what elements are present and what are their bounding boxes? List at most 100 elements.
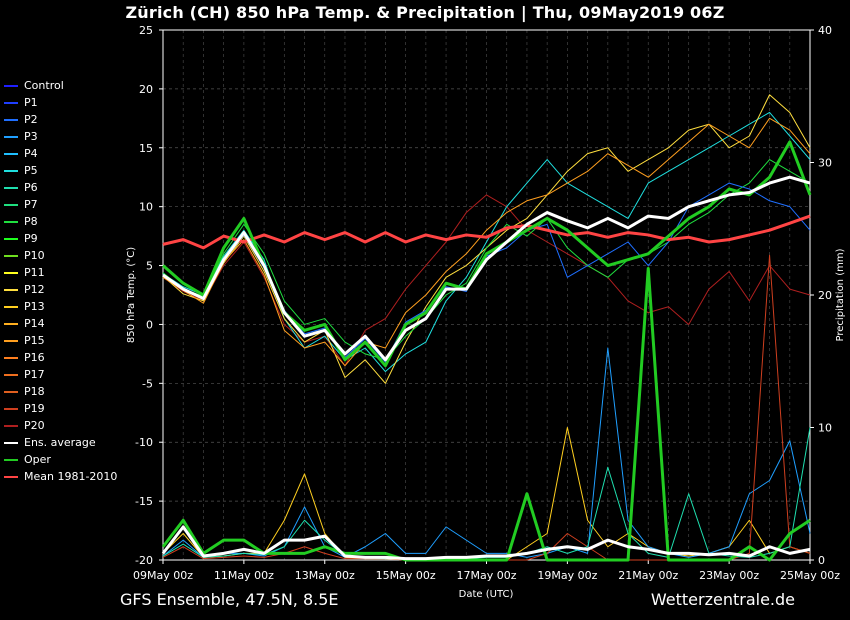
legend-swatch [4,305,18,308]
legend-swatch [4,101,18,104]
legend-item: P19 [4,400,117,417]
legend-label: P1 [24,96,38,109]
series-line [162,194,811,367]
legend-item: P8 [4,213,117,230]
legend-item: P18 [4,383,117,400]
legend-label: P8 [24,215,38,228]
series-line [162,159,811,361]
legend-swatch [4,186,18,189]
legend-swatch [4,288,18,291]
legend-swatch [4,271,18,274]
legend-item: P2 [4,111,117,128]
legend-item: Oper [4,451,117,468]
legend-item: P7 [4,196,117,213]
y-tick-label: -5 [142,377,153,390]
x-tick-label: 23May 00z [699,569,759,582]
legend-item: P6 [4,179,117,196]
x-tick-label: 11May 00z [214,569,274,582]
legend-swatch [4,390,18,393]
x-tick-label: 19May 00z [537,569,597,582]
legend-item: P10 [4,247,117,264]
legend-label: P6 [24,181,38,194]
legend-label: P13 [24,300,45,313]
series-line [161,267,811,562]
y-axis-label: 850 hPa Temp. (°C) [126,247,137,343]
chart-title: Zürich (CH) 850 hPa Temp. & Precipitatio… [125,3,725,22]
x-tick-label: 09May 00z [133,569,193,582]
legend-label: P16 [24,351,45,364]
series-line [161,525,811,561]
y2-axis-label: Precipitation (mm) [835,248,846,341]
legend-item: P12 [4,281,117,298]
legend-label: P14 [24,317,45,330]
x-tick-label: 13May 00z [295,569,355,582]
y-tick-label: 15 [139,142,153,155]
legend-label: Ens. average [24,436,96,449]
legend-swatch [4,424,18,427]
legend-label: P3 [24,130,38,143]
x-tick-label: 15May 00z [376,569,436,582]
legend-swatch [4,135,18,138]
legend-swatch [4,441,18,444]
legend-swatch [4,169,18,172]
legend-label: P7 [24,198,38,211]
y-tick-label: -15 [135,495,153,508]
tick-labels: 25 20 15 10 5 0 -5 -10 -15 -20 40 30 20 10 0 09May 00z 1… [133,24,840,582]
legend-label: P10 [24,249,45,262]
legend-swatch [4,254,18,257]
legend-item: P15 [4,332,117,349]
legend-swatch [4,407,18,410]
y2-tick-label: 30 [818,157,832,170]
legend-item: P4 [4,145,117,162]
x-axis-label: Date (UTC) [459,589,514,600]
legend-label: P12 [24,283,45,296]
legend-swatch [4,458,18,461]
legend-label: P11 [24,266,45,279]
series-line [162,117,811,367]
legend-swatch [4,475,18,478]
legend-label: P17 [24,368,45,381]
legend-label: P20 [24,419,45,432]
legend-item: P3 [4,128,117,145]
model-info: GFS Ensemble, 47.5N, 8.5E [120,590,339,609]
legend-label: Oper [24,453,51,466]
legend-item: P1 [4,94,117,111]
legend-item: Control [4,77,117,94]
x-tick-label: 25May 00z [780,569,840,582]
y2-tick-label: 20 [818,289,832,302]
legend-label: P18 [24,385,45,398]
legend-label: P2 [24,113,38,126]
legend-swatch [4,237,18,240]
legend-item: P20 [4,417,117,434]
legend-label: P19 [24,402,45,415]
legend-item: P5 [4,162,117,179]
site-name: Wetterzentrale.de [650,590,795,609]
grid-lines [162,29,811,561]
legend-swatch [4,220,18,223]
legend-label: Control [24,79,64,92]
y-tick-label: 25 [139,24,153,37]
y2-tick-label: 0 [818,554,825,567]
legend-label: P9 [24,232,38,245]
legend-swatch [4,322,18,325]
x-tick-label: 21May 00z [618,569,678,582]
series-line [162,175,811,362]
legend-label: P4 [24,147,38,160]
legend-item: Ens. average [4,434,117,451]
y2-tick-label: 40 [818,24,832,37]
legend: Control P1 P2 P3 P4 P5 P6 P7 P8 P9 P10 P11 P12 P13 P14… [4,77,117,485]
legend-item: Mean 1981-2010 [4,468,117,485]
legend-label: P5 [24,164,38,177]
legend-item: P16 [4,349,117,366]
legend-swatch [4,203,18,206]
legend-item: P14 [4,315,117,332]
series-line [162,214,811,250]
y-tick-label: -10 [135,436,153,449]
legend-swatch [4,152,18,155]
y-tick-label: 20 [139,83,153,96]
legend-swatch [4,84,18,87]
x-tick-label: 17May 00z [456,569,516,582]
legend-item: P11 [4,264,117,281]
legend-swatch [4,339,18,342]
y-tick-label: 5 [146,260,153,273]
